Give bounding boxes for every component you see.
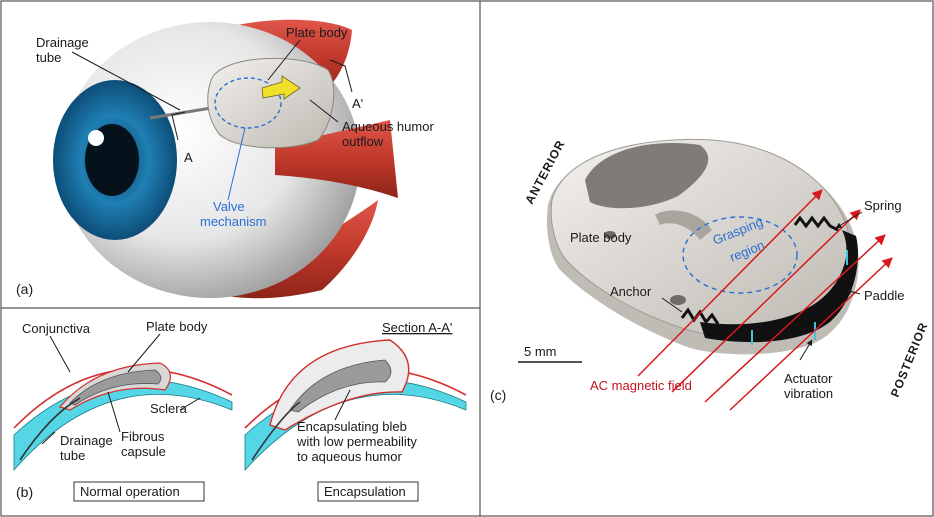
- panel-c-label: (c): [490, 387, 506, 403]
- anchor-leader: [661, 297, 683, 313]
- plate-body-b-label: Plate body: [146, 319, 208, 334]
- panel-c: ANTERIOR POSTERIOR Spring Plate body Gra…: [490, 137, 931, 411]
- conjunctiva-leader: [49, 335, 71, 373]
- capsule-label-2: capsule: [121, 444, 166, 459]
- encap-box-label: Encapsulation: [324, 484, 406, 499]
- device-cavity: [585, 143, 709, 209]
- actuator-label-1: Actuator: [784, 371, 833, 386]
- section-a-prime-line: [329, 59, 353, 93]
- magnetic-field-line-3: [704, 234, 886, 403]
- actuator-leader: [799, 339, 813, 361]
- valve-label-1: Valve: [213, 199, 245, 214]
- grasping-region: [682, 216, 798, 294]
- outflow-arrow: [261, 75, 301, 100]
- anchor-hole-1: [670, 295, 686, 305]
- normal-box-label: Normal operation: [80, 484, 180, 499]
- bleb-label-3: to aqueous humor: [297, 449, 402, 464]
- magnetic-field-line-4: [729, 257, 893, 411]
- drainage-b-leader: [41, 431, 56, 445]
- posterior-label: POSTERIOR: [888, 320, 931, 399]
- drainage-b-label-1: Drainage: [60, 433, 113, 448]
- outflow-leader: [309, 99, 339, 123]
- spring-top: [793, 215, 839, 232]
- spring-leader: [835, 211, 863, 229]
- plate-body-leader: [267, 39, 301, 81]
- drainage-tube-leader: [71, 51, 181, 111]
- implant-plate: [207, 57, 335, 149]
- paddle-label: Paddle: [864, 288, 904, 303]
- section-a-line: [171, 111, 186, 141]
- plate-body-b-leader: [127, 333, 161, 373]
- drainage-b-label-2: tube: [60, 448, 85, 463]
- panel-b-label: (b): [16, 484, 33, 500]
- scale-label: 5 mm: [524, 344, 557, 359]
- section-a-label: A: [184, 150, 193, 165]
- bleb-label-2: with low permeability: [296, 434, 417, 449]
- spring-bottom: [680, 307, 720, 325]
- outflow-label-1: Aqueous humor: [342, 119, 434, 134]
- tube-right: [251, 401, 301, 461]
- bleb-label-1: Encapsulating bleb: [297, 419, 407, 434]
- drainage-tube-label-1: Drainage: [36, 35, 89, 50]
- sclera-leader: [179, 397, 201, 411]
- conjunctiva-label: Conjunctiva: [22, 321, 91, 336]
- panel-b: Conjunctiva Plate body Sclera Drainage t…: [13, 319, 467, 502]
- pupil-highlight: [88, 130, 104, 146]
- valve-leader: [227, 127, 246, 201]
- panel-a: Drainage tube Plate body A A' Aqueous hu…: [16, 19, 434, 299]
- encap-box: [317, 481, 419, 502]
- magnetic-field-line-1: [637, 189, 823, 377]
- inferior-muscle: [200, 200, 378, 299]
- section-label: Section A-A': [382, 320, 452, 335]
- tube-left: [19, 397, 81, 461]
- bleb-leader: [334, 389, 351, 421]
- drainage-tube-label-2: tube: [36, 50, 61, 65]
- normal-box: [73, 481, 205, 502]
- actuator-label-2: vibration: [784, 386, 833, 401]
- plate-body-c-label: Plate body: [570, 230, 632, 245]
- paddle: [700, 230, 859, 343]
- anchor-hole-2: [604, 231, 616, 239]
- capsule-leader: [107, 391, 121, 433]
- valve-region: [214, 77, 282, 129]
- panel-a-label: (a): [16, 281, 33, 297]
- device-ridge: [655, 210, 712, 240]
- lateral-muscle: [275, 120, 398, 198]
- anchor-label: Anchor: [610, 284, 652, 299]
- paddle-leader: [845, 288, 861, 295]
- sclera-label: Sclera: [150, 401, 188, 416]
- capsule-label-1: Fibrous: [121, 429, 165, 444]
- plate-left: [69, 369, 162, 406]
- magnetic-label: AC magnetic field: [590, 378, 692, 393]
- magnetic-field-line-2: [671, 209, 861, 393]
- plate-right: [289, 359, 392, 413]
- spring-label: Spring: [864, 198, 902, 213]
- plate-body-label: Plate body: [286, 25, 348, 40]
- valve-label-2: mechanism: [200, 214, 266, 229]
- outflow-label-2: outflow: [342, 134, 384, 149]
- section-a-prime-label: A': [352, 96, 363, 111]
